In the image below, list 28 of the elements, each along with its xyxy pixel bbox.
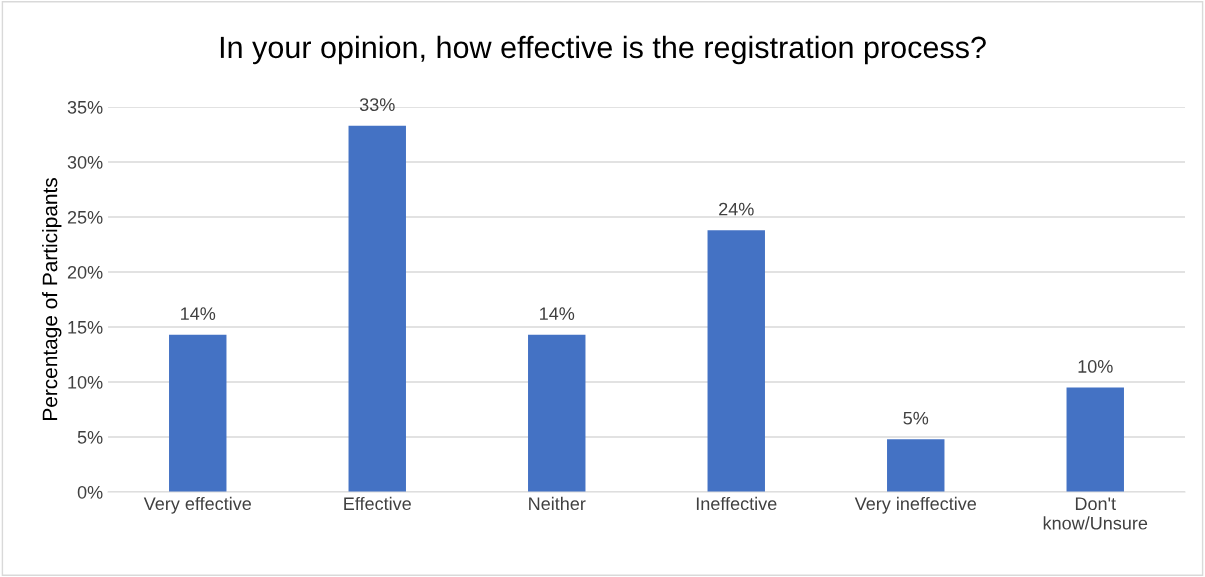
bar: [707, 230, 765, 492]
y-tick-label: 20%: [67, 265, 103, 279]
data-label: 10%: [1078, 360, 1113, 373]
chart-title: In your opinion, how effective is the registration process?: [220, 35, 986, 65]
bar: [348, 125, 406, 492]
x-tick-label: Very effective: [143, 496, 251, 514]
data-label: 14%: [540, 307, 575, 320]
x-tick-label: Neither: [529, 496, 586, 511]
y-tick-label: 10%: [68, 375, 103, 389]
y-tick-label: 30%: [67, 155, 103, 169]
x-tick-label: Effective: [344, 496, 411, 511]
bar: [1066, 387, 1124, 492]
y-axis-title: Percentage of Participants: [42, 178, 62, 420]
y-tick-label: 25%: [67, 210, 103, 224]
y-tick-label: 35%: [67, 100, 103, 114]
data-label: 24%: [719, 202, 754, 216]
bar: [528, 334, 586, 492]
bar: [887, 439, 945, 492]
y-tick-label: 5%: [77, 431, 103, 444]
y-tick-label: 15%: [68, 321, 103, 334]
x-tick-label: Ineffective: [696, 496, 777, 511]
data-label: 33%: [359, 98, 395, 112]
data-label: 5%: [903, 411, 929, 425]
data-label: 14%: [181, 307, 216, 320]
y-tick-label: 0%: [77, 485, 103, 499]
x-tick-label: Very ineffective: [854, 496, 977, 514]
x-tick-label: Don't know/Unsure: [1043, 497, 1148, 530]
bar: [169, 334, 227, 492]
